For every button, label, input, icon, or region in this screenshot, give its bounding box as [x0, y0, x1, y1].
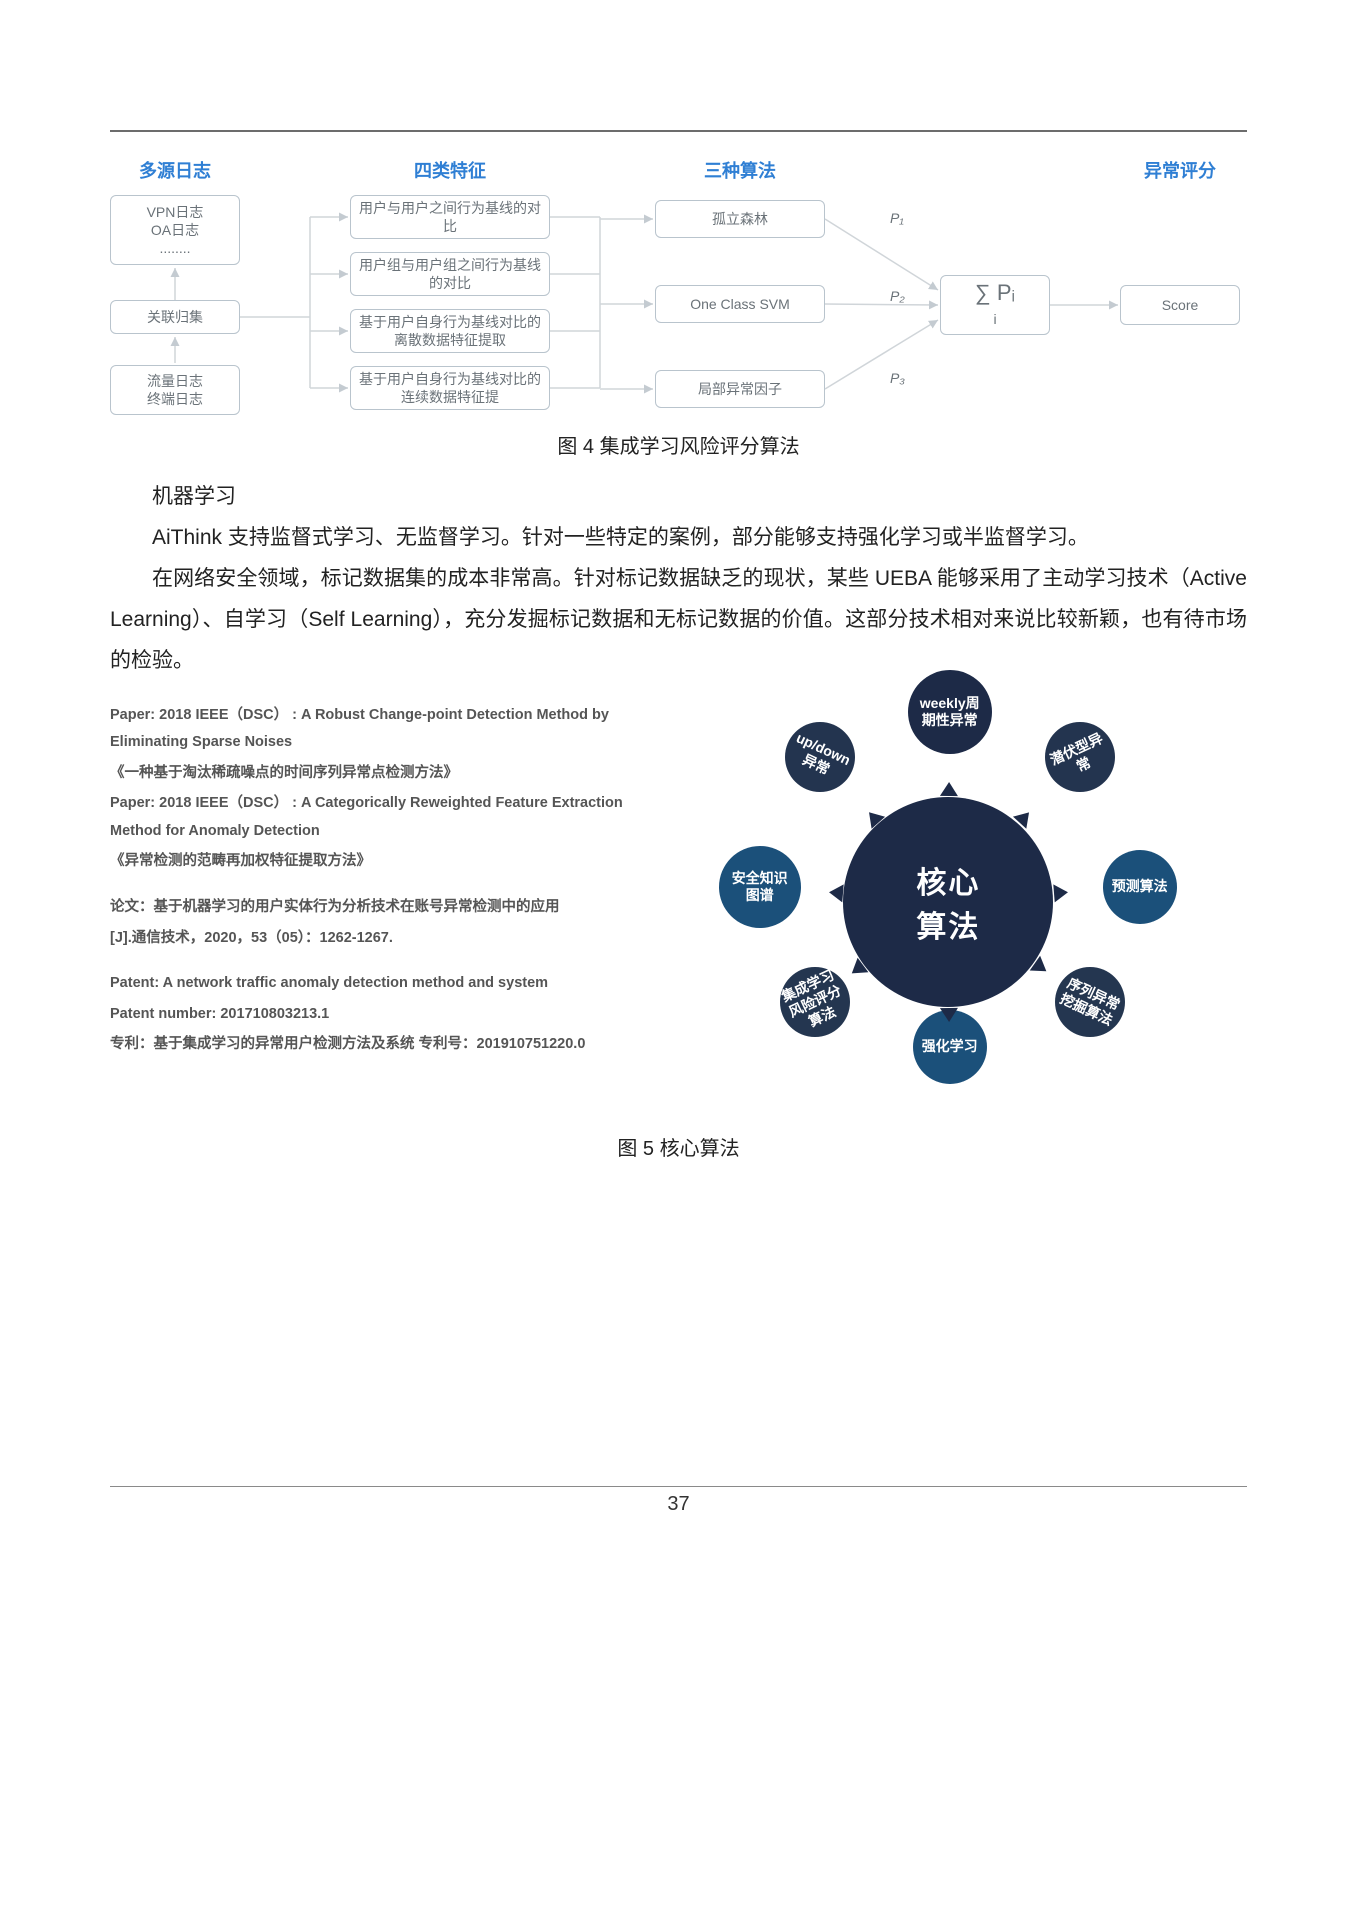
fig5-satellite-5: 集成学习 风险评分 算法 [780, 967, 850, 1037]
fig4-col2-b1: 用户与用户之间行为基线的对比 [350, 195, 550, 239]
fig4-col2-b4: 基于用户自身行为基线对比的连续数据特征提 [350, 366, 550, 410]
fig4-col2-header: 四类特征 [350, 160, 550, 183]
fig5-hub-l1: 核心 [916, 858, 980, 902]
fig5-satellite-6: 安全知识 图谱 [719, 846, 801, 928]
figure5-wrap: Paper: 2018 IEEE（DSC） : A Robust Change-… [110, 702, 1247, 1102]
fig5-satellite-3: 序列异常 挖掘算法 [1055, 967, 1125, 1037]
fig4-col3-header: 三种算法 [655, 160, 825, 183]
figure4-caption: 图 4 集成学习风险评分算法 [110, 430, 1247, 459]
fig5-hub-l2: 算法 [916, 902, 980, 946]
fig5-satellite-label-7: up/down 异常 [787, 729, 853, 784]
fig5-satellite-label-6: 安全知识 图谱 [732, 870, 788, 904]
ref-3b: [J].通信技术，2020，53（05）：1262-1267. [110, 925, 640, 953]
fig4-col1-box3: 流量日志 终端日志 [110, 365, 240, 415]
top-rule [110, 130, 1247, 132]
fig5-satellite-label-1: 潜伏型异 常 [1047, 730, 1112, 784]
fig4-col3-a3: 局部异常因子 [655, 370, 825, 408]
fig4-col1-box2: 关联归集 [110, 300, 240, 334]
fig4-col2-b3: 基于用户自身行为基线对比的离散数据特征提取 [350, 309, 550, 353]
ref-1b: 《一种基于淘汰稀疏噪点的时间序列异常点检测方法》 [110, 760, 640, 788]
fig4-formula: ∑ Pᵢ i [975, 281, 1015, 329]
fig4-col3-a1: 孤立森林 [655, 200, 825, 238]
fig5-satellite-label-5: 集成学习 风险评分 算法 [779, 967, 851, 1036]
ref-4b: Patent number: 201710803213.1 [110, 1001, 640, 1029]
fig4-col1-header: 多源日志 [110, 160, 240, 183]
fig4-col1-box1-l3: ........ [159, 239, 190, 257]
fig4-col1-box1-l2: OA日志 [151, 221, 199, 239]
fig4-col2-b2: 用户组与用户组之间行为基线的对比 [350, 252, 550, 296]
fig5-satellite-1: 潜伏型异 常 [1045, 722, 1115, 792]
fig5-satellite-label-2: 预测算法 [1112, 878, 1168, 895]
fig4-formula-sub: i [993, 311, 996, 327]
paragraph-1: AiThink 支持监督式学习、无监督学习。针对一些特定的案例，部分能够支持强化… [110, 518, 1247, 559]
ref-1a: Paper: 2018 IEEE（DSC） : A Robust Change-… [110, 702, 640, 757]
ref-3a: 论文：基于机器学习的用户实体行为分析技术在账号异常检测中的应用 [110, 894, 640, 922]
figure5-radial-diagram: 核心 算法 weekly周 期性异常潜伏型异 常预测算法序列异常 挖掘算法强化学… [650, 702, 1247, 1102]
paragraph-2: 在网络安全领域，标记数据集的成本非常高。针对标记数据缺乏的现状，某些 UEBA … [110, 559, 1247, 682]
fig5-triangle-6 [828, 883, 843, 902]
fig4-p1: P₁ [890, 210, 904, 226]
fig4-col1-box1: VPN日志 OA日志 ........ [110, 195, 240, 265]
fig4-col4-header: 异常评分 [1120, 160, 1240, 183]
figure4-diagram: 多源日志 四类特征 三种算法 异常评分 VPN日志 OA日志 ........ … [110, 160, 1247, 420]
fig5-satellite-7: up/down 异常 [785, 722, 855, 792]
fig4-col1-box3-l1: 流量日志 [147, 372, 203, 390]
fig5-hub: 核心 算法 [843, 797, 1053, 1007]
fig4-p3: P₃ [890, 370, 905, 386]
fig4-formula-box: ∑ Pᵢ i [940, 275, 1050, 335]
fig4-col3-a2: One Class SVM [655, 285, 825, 323]
fig4-p2: P₂ [890, 288, 905, 304]
figure5-caption: 图 5 核心算法 [110, 1132, 1247, 1161]
fig5-triangle-0 [940, 782, 958, 796]
fig5-satellite-2: 预测算法 [1103, 850, 1177, 924]
fig4-col1-box3-l2: 终端日志 [147, 390, 203, 408]
fig5-satellite-label-0: weekly周 期性异常 [920, 695, 980, 729]
fig5-satellite-label-4: 强化学习 [922, 1038, 978, 1055]
ref-2b: 《异常检测的范畴再加权特征提取方法》 [110, 848, 640, 876]
ref-4a: Patent: A network traffic anomaly detect… [110, 970, 640, 998]
page-number: 37 [110, 1493, 1247, 1516]
fig4-score: Score [1120, 285, 1240, 325]
section-heading: 机器学习 [110, 477, 1247, 518]
figure5-references: Paper: 2018 IEEE（DSC） : A Robust Change-… [110, 702, 640, 1102]
fig5-satellite-label-3: 序列异常 挖掘算法 [1057, 975, 1122, 1029]
ref-2a: Paper: 2018 IEEE（DSC） : A Categorically … [110, 790, 640, 845]
fig5-satellite-0: weekly周 期性异常 [908, 670, 992, 754]
fig5-triangle-2 [1053, 883, 1068, 902]
fig5-triangle-4 [940, 1008, 958, 1022]
fig4-col1-box1-l1: VPN日志 [147, 203, 204, 221]
fig4-formula-sum: ∑ Pᵢ [975, 280, 1015, 305]
footer-rule [110, 1486, 1247, 1487]
ref-4c: 专利：基于集成学习的异常用户检测方法及系统 专利号：201910751220.0 [110, 1031, 640, 1059]
